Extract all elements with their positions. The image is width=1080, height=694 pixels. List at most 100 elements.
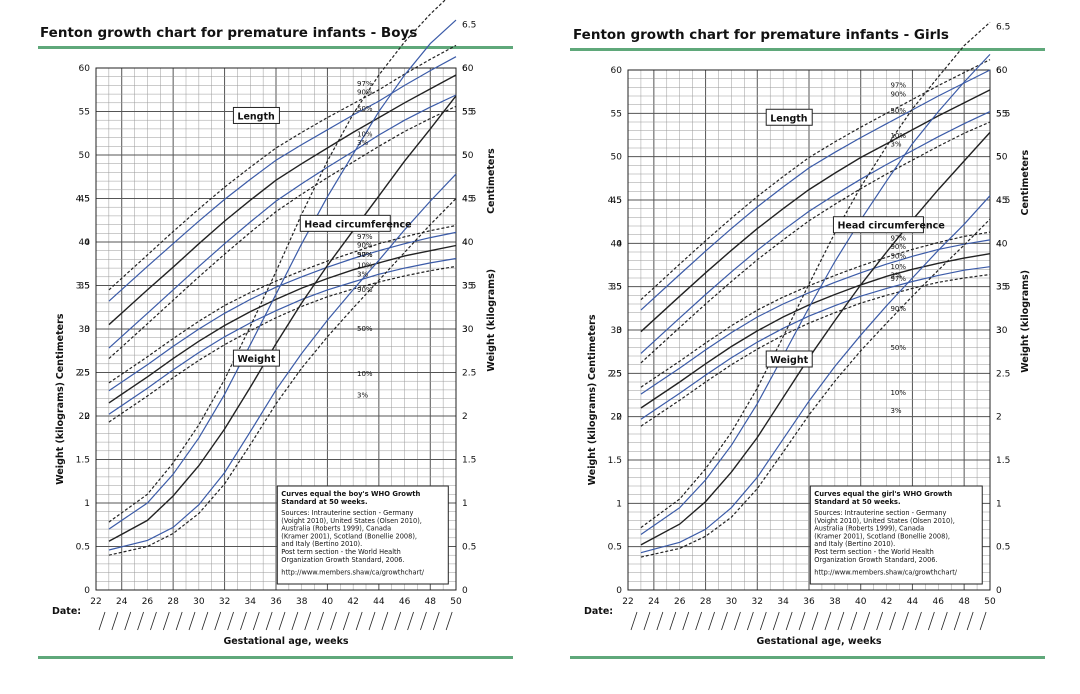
- right-kg-tick-label: 0: [462, 586, 468, 596]
- date-slash: [162, 611, 170, 631]
- x-tick-label: 30: [193, 597, 205, 607]
- right-kg-tick-label: 5.5: [462, 108, 476, 118]
- info-body-line: (Kramer 2001), Scotland (Bonellie 2008),: [814, 532, 950, 540]
- info-url: http://www.members.shaw/ca/growthchart/: [814, 569, 957, 577]
- head-circumference-curve-10pct: [640, 266, 991, 420]
- x-tick-label: 24: [648, 597, 660, 607]
- x-tick-label: 42: [881, 597, 892, 607]
- percentile-label: 3%: [890, 141, 901, 149]
- date-slash: [111, 611, 119, 631]
- percentile-label: 97%: [357, 251, 373, 259]
- right-kg-tick-label: 6: [996, 66, 1002, 76]
- date-slash: [734, 611, 741, 631]
- boys-bottom-rule: [38, 656, 513, 659]
- length-label: Length: [770, 113, 808, 124]
- x-tick-label: 34: [777, 597, 789, 607]
- percentile-label: 10%: [890, 389, 906, 397]
- x-tick-label: 34: [245, 597, 257, 607]
- percentile-label: 50%: [890, 252, 906, 260]
- right-cm-tick-label: 35: [996, 283, 1007, 293]
- percentile-label: 90%: [357, 88, 373, 96]
- right-kg-tick-label: 3.5: [996, 283, 1010, 293]
- info-body-line: Australia (Roberts 1999), Canada: [814, 525, 924, 533]
- info-body-line: (Voight 2010), United States (Olsen 2010…: [281, 517, 422, 525]
- length-curve-10pct: [108, 94, 457, 349]
- right-kg-tick-label: 4: [996, 239, 1002, 249]
- x-tick-label: 50: [984, 597, 996, 607]
- left-kg-tick-label: 2.5: [608, 369, 622, 379]
- left-kg-axis-label: Weight (kilograms): [587, 383, 598, 486]
- date-slash: [966, 611, 974, 631]
- date-slash: [394, 611, 402, 631]
- right-cm-tick-label: 45: [462, 195, 473, 205]
- head-circumference-curve-3pct: [640, 273, 991, 427]
- date-slash: [824, 611, 832, 631]
- percentile-label: 50%: [890, 107, 906, 115]
- percentile-label: 90%: [357, 286, 373, 294]
- weight-curve-97pct: [640, 21, 991, 529]
- right-kg-axis-label: Weight (kilograms): [1020, 270, 1031, 373]
- left-kg-tick-label: 4: [616, 239, 622, 249]
- right-cm-tick-label: 55: [462, 108, 473, 118]
- date-slash: [201, 611, 209, 631]
- girls-growth-chart: 22 24 26 28 30 32 34 36 38 40 42 44 46 48 506055504540…: [584, 21, 1031, 647]
- plot-border: [627, 69, 991, 591]
- girls-chart-title: Fenton growth chart for premature infant…: [573, 27, 949, 43]
- date-slash: [850, 611, 858, 631]
- date-slash: [240, 611, 247, 631]
- left-cm-tick-label: 55: [79, 108, 90, 118]
- left-kg-tick-label: 1.5: [608, 456, 622, 466]
- date-slash: [876, 611, 884, 631]
- weight-label: Weight: [237, 354, 275, 365]
- percentile-label: 3%: [357, 270, 368, 278]
- percentile-label: 10%: [357, 262, 373, 270]
- right-cm-tick-label: 40: [462, 238, 474, 248]
- date-slash: [837, 611, 845, 631]
- left-cm-tick-label: 50: [79, 151, 91, 161]
- weight-curve-3pct: [108, 198, 457, 556]
- group-label-box: [232, 349, 280, 367]
- left-cm-tick-label: 45: [611, 196, 622, 206]
- girls-bottom-rule: [570, 656, 1045, 659]
- axis-labels: Gestational age, weeks Date: Centimeters We…: [584, 150, 1031, 647]
- left-cm-tick-label: 30: [79, 325, 91, 335]
- right-kg-tick-label: 4.5: [996, 196, 1010, 206]
- date-slash: [368, 611, 376, 631]
- curves: [640, 21, 991, 558]
- length-label: Length: [237, 111, 275, 122]
- length-curve-97pct: [640, 59, 991, 301]
- date-slash: [227, 611, 234, 631]
- date-slash: [798, 611, 806, 631]
- length-curve-3pct: [640, 121, 991, 364]
- left-cm-axis-label: Centimeters: [587, 314, 598, 380]
- left-cm-tick-label: 35: [611, 283, 622, 293]
- x-tick-label: 40: [855, 597, 867, 607]
- weight-curve-3pct: [640, 218, 991, 558]
- date-slash: [927, 611, 935, 631]
- left-kg-tick-label: 3.5: [76, 282, 90, 292]
- percentile-label: 50%: [357, 325, 373, 333]
- right-cm-axis-label: Centimeters: [1020, 150, 1031, 216]
- chart-grid: [627, 69, 991, 591]
- left-kg-tick-label: 4.5: [76, 195, 90, 205]
- date-slash: [695, 611, 703, 631]
- right-cm-tick-label: 35: [462, 282, 473, 292]
- left-cm-tick-label: 40: [79, 238, 91, 248]
- group-label-box: [299, 214, 391, 232]
- info-body-line: Sources: Intrauterine section - Germany: [281, 509, 413, 517]
- percentile-label: 90%: [890, 243, 906, 251]
- date-slash: [265, 611, 273, 631]
- right-cm-tick-label: 55: [996, 109, 1007, 119]
- left-cm-axis-label: Centimeters: [55, 313, 66, 379]
- date-label: Date:: [584, 606, 613, 617]
- percentile-label: 50%: [357, 251, 373, 259]
- percentile-label: 10%: [357, 370, 373, 378]
- head-circumference-curve-3pct: [108, 265, 457, 423]
- date-slash: [656, 611, 664, 631]
- left-kg-tick-label: 2.5: [76, 369, 90, 379]
- info-body-line: Post term section - the World Health: [814, 548, 934, 556]
- date-slash: [342, 611, 350, 631]
- x-tick-label: 40: [322, 597, 334, 607]
- left-kg-tick-label: 3.5: [608, 283, 622, 293]
- date-slash: [278, 611, 286, 631]
